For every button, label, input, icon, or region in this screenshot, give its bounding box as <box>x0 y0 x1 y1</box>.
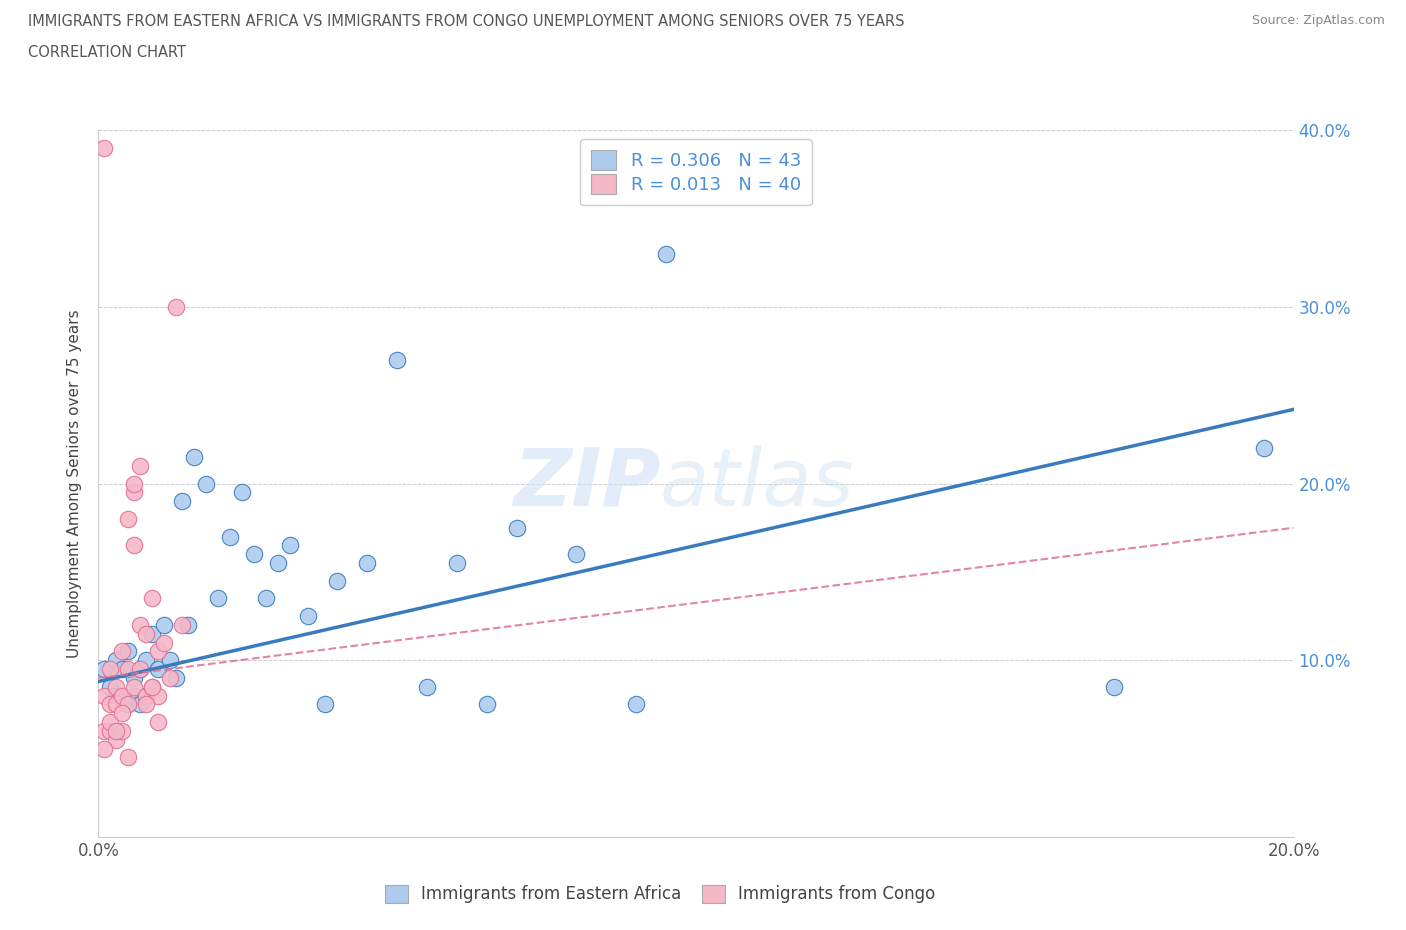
Point <box>129 618 152 632</box>
Point <box>100 714 122 729</box>
Point <box>105 733 128 748</box>
Point <box>153 618 176 632</box>
Point <box>117 750 139 764</box>
Point <box>129 458 152 473</box>
Point <box>148 644 170 659</box>
Point <box>315 698 337 712</box>
Point <box>219 529 242 544</box>
Point <box>141 591 163 606</box>
Point <box>278 538 301 552</box>
Point <box>135 698 157 712</box>
Point <box>565 547 588 562</box>
Point <box>416 679 439 694</box>
Point <box>105 653 128 668</box>
Point <box>129 698 152 712</box>
Point <box>172 618 194 632</box>
Point <box>172 494 194 509</box>
Point <box>475 698 498 712</box>
Point <box>177 618 200 632</box>
Point <box>111 688 134 703</box>
Point <box>267 556 290 571</box>
Point <box>117 662 139 677</box>
Point <box>385 352 409 367</box>
Point <box>124 476 146 491</box>
Point <box>1104 679 1126 694</box>
Text: ZIP: ZIP <box>513 445 661 523</box>
Point <box>148 688 170 703</box>
Point <box>165 299 187 314</box>
Point <box>297 609 319 624</box>
Point <box>356 556 378 571</box>
Point <box>93 741 115 756</box>
Point <box>124 538 146 552</box>
Point <box>124 671 146 685</box>
Point <box>100 724 122 738</box>
Point <box>111 706 134 721</box>
Point <box>117 512 139 526</box>
Text: IMMIGRANTS FROM EASTERN AFRICA VS IMMIGRANTS FROM CONGO UNEMPLOYMENT AMONG SENIO: IMMIGRANTS FROM EASTERN AFRICA VS IMMIGR… <box>28 14 904 29</box>
Point <box>111 662 134 677</box>
Point <box>111 724 134 738</box>
Point <box>124 485 146 500</box>
Point <box>105 724 128 738</box>
Point <box>111 644 134 659</box>
Point <box>93 662 115 677</box>
Point <box>231 485 253 500</box>
Point <box>135 653 157 668</box>
Point <box>124 688 146 703</box>
Point <box>326 573 349 589</box>
Text: CORRELATION CHART: CORRELATION CHART <box>28 45 186 60</box>
Point <box>183 450 205 465</box>
Point <box>135 688 157 703</box>
Y-axis label: Unemployment Among Seniors over 75 years: Unemployment Among Seniors over 75 years <box>67 310 83 658</box>
Point <box>105 698 128 712</box>
Point <box>141 627 163 642</box>
Point <box>135 627 157 642</box>
Point <box>117 698 139 712</box>
Point <box>159 671 181 685</box>
Point <box>153 635 176 650</box>
Legend: Immigrants from Eastern Africa, Immigrants from Congo: Immigrants from Eastern Africa, Immigran… <box>378 878 942 910</box>
Point <box>148 714 170 729</box>
Point <box>124 679 146 694</box>
Point <box>117 644 139 659</box>
Point <box>446 556 468 571</box>
Point <box>100 698 122 712</box>
Point <box>655 246 678 261</box>
Point <box>129 662 152 677</box>
Text: Source: ZipAtlas.com: Source: ZipAtlas.com <box>1251 14 1385 27</box>
Text: atlas: atlas <box>661 445 855 523</box>
Point <box>105 679 128 694</box>
Point <box>117 698 139 712</box>
Point <box>100 679 122 694</box>
Point <box>141 679 163 694</box>
Point <box>207 591 229 606</box>
Point <box>243 547 266 562</box>
Point <box>100 662 122 677</box>
Point <box>195 476 218 491</box>
Point <box>93 724 115 738</box>
Point <box>93 140 115 155</box>
Point <box>105 688 128 703</box>
Point <box>159 653 181 668</box>
Point <box>165 671 187 685</box>
Point <box>1253 441 1275 456</box>
Point <box>506 521 529 536</box>
Point <box>93 688 115 703</box>
Point <box>254 591 277 606</box>
Point <box>141 679 163 694</box>
Point <box>148 662 170 677</box>
Point <box>129 662 152 677</box>
Point <box>626 698 648 712</box>
Point <box>135 688 157 703</box>
